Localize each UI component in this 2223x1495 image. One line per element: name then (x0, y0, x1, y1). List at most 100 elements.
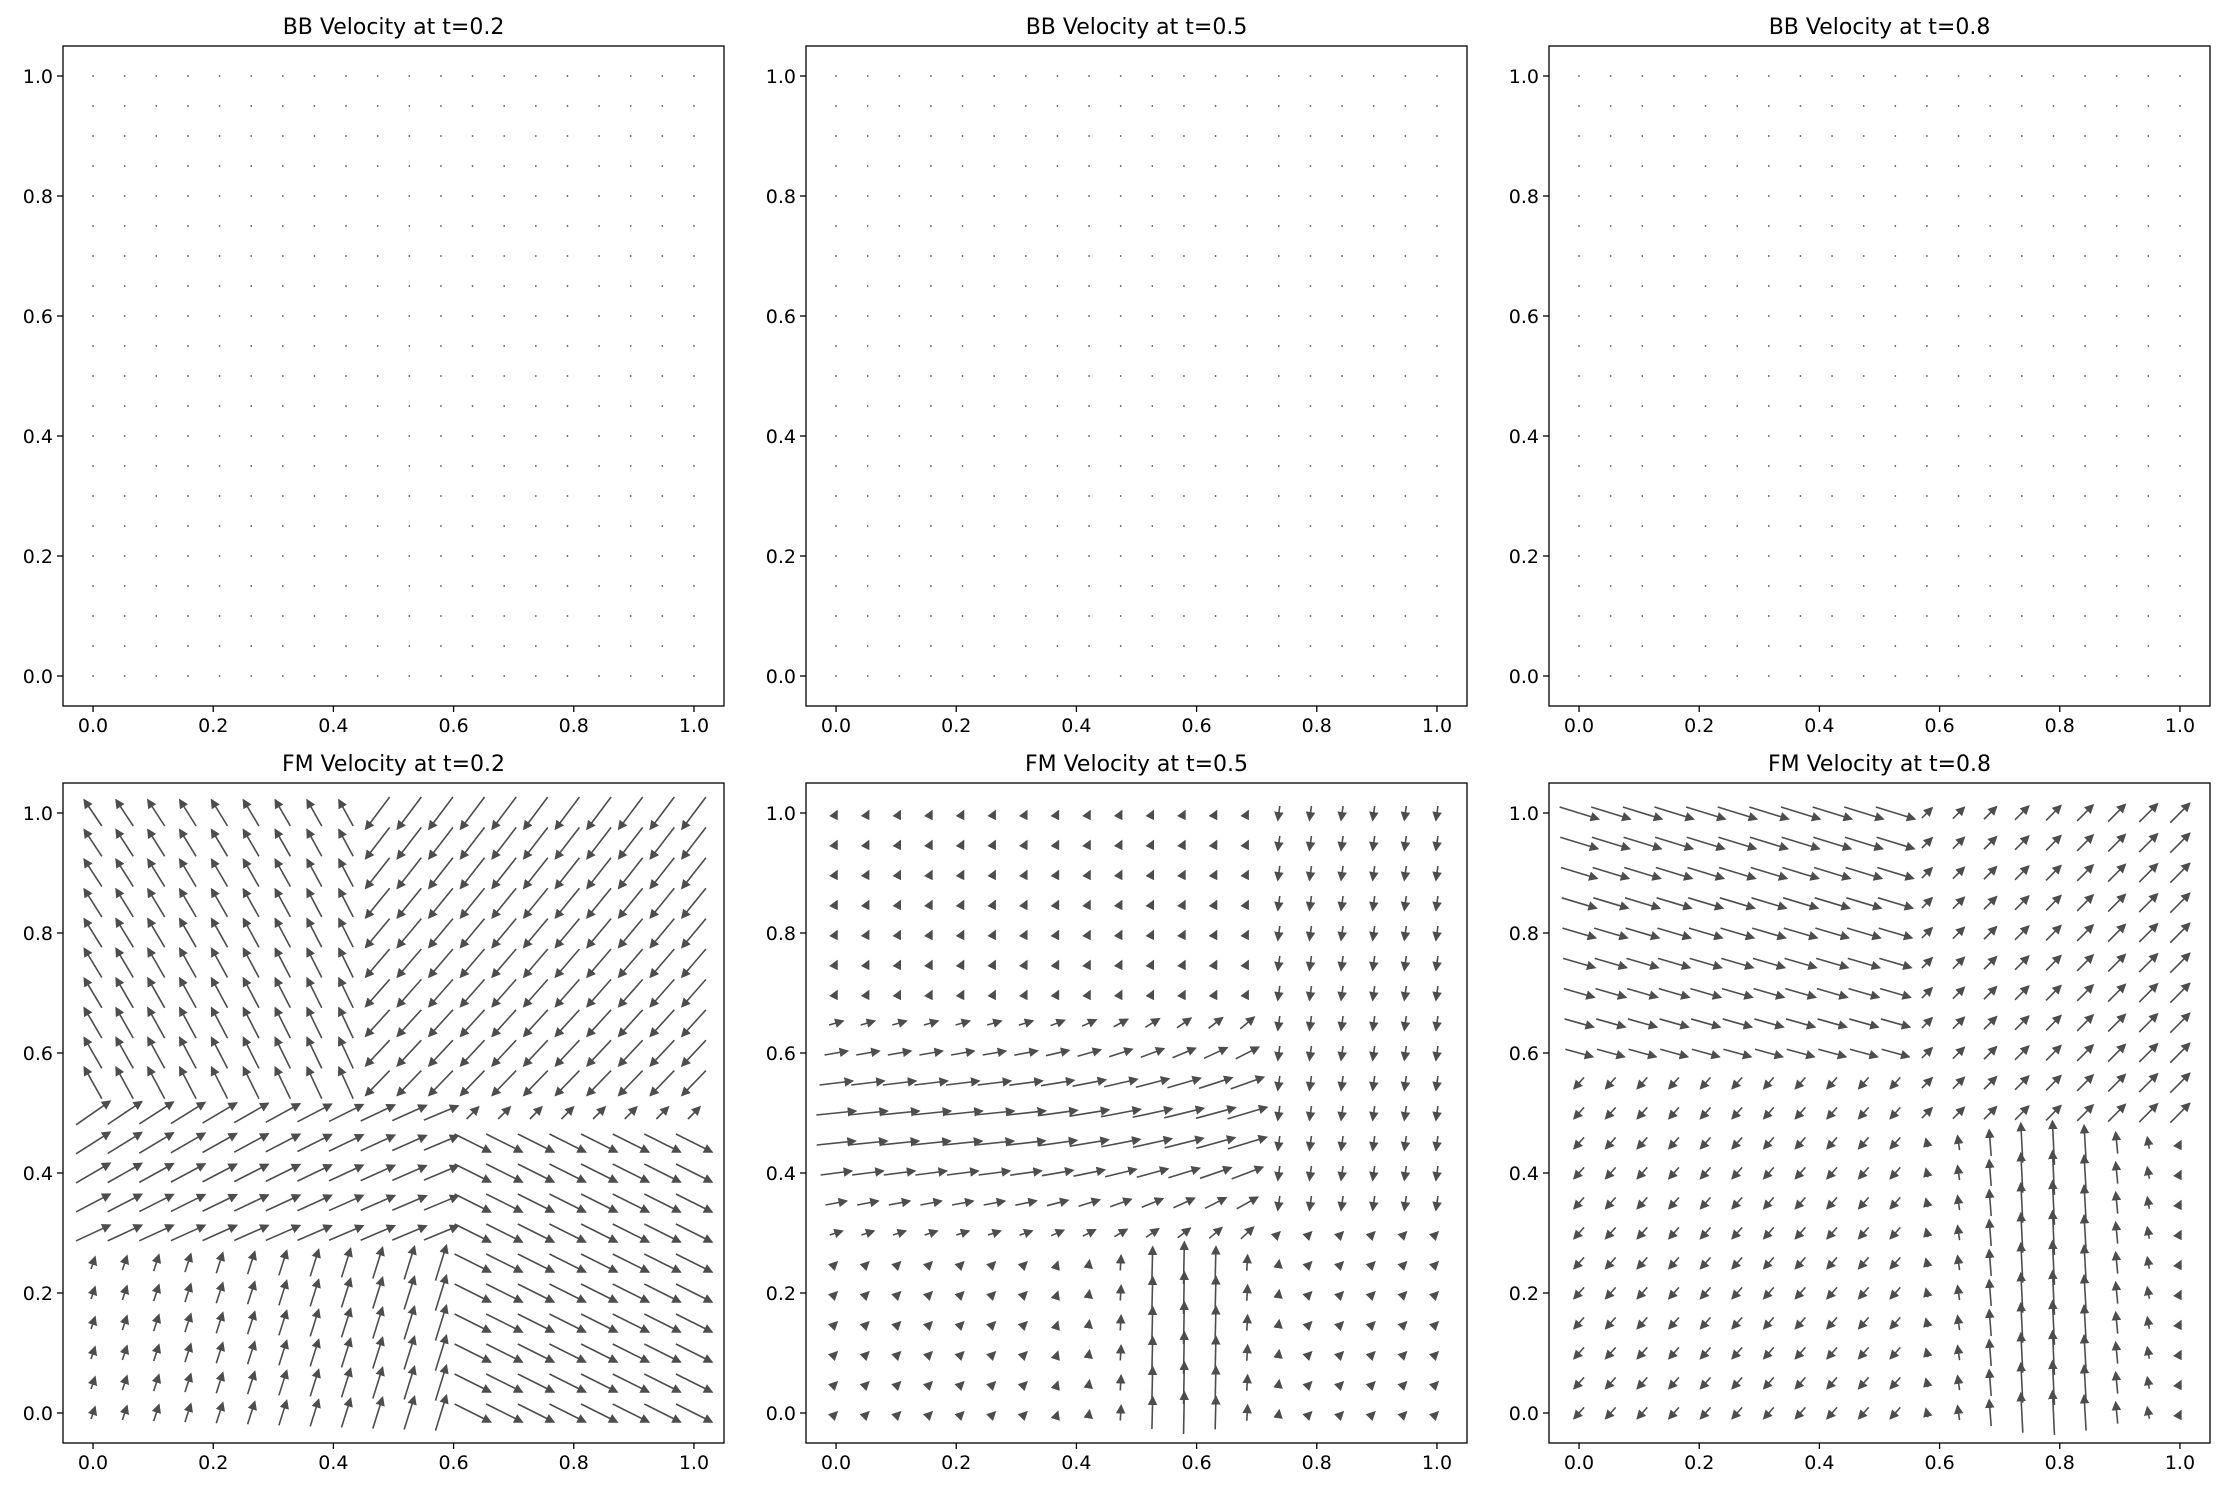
quiver-arrow (1337, 925, 1347, 942)
quiver-point (123, 345, 126, 347)
quiver-arrow (825, 1197, 849, 1208)
quiver-point (503, 345, 506, 347)
quiver-arrow (246, 1340, 257, 1365)
quiver-arrow (215, 1281, 225, 1304)
quiver-point (693, 105, 695, 107)
quiver-point (1119, 405, 1122, 407)
quiver-point (1214, 105, 1217, 107)
quiver-point (1926, 285, 1928, 287)
quiver-point (1436, 375, 1438, 377)
quiver-arrow (1750, 866, 1789, 881)
quiver-point (250, 465, 253, 467)
quiver-point (534, 105, 537, 107)
quiver-arrow (1731, 1406, 1743, 1420)
quiver-arrow (974, 1137, 1016, 1147)
quiver-arrow (459, 857, 486, 890)
quiver-point (155, 405, 158, 407)
quiver-point (1277, 645, 1280, 647)
quiver-arrow (549, 1313, 587, 1333)
quiver-arrow (580, 1343, 619, 1363)
quiver-arrow (2048, 1149, 2058, 1195)
quiver-arrow (1565, 1048, 1595, 1060)
quiver-point (1246, 375, 1249, 377)
quiver-point (1372, 375, 1375, 377)
quiver-arrow (427, 887, 454, 920)
quiver-arrow (1147, 1245, 1158, 1280)
quiver-point (376, 435, 379, 437)
quiver-point (2084, 105, 2086, 107)
quiver-point (693, 225, 695, 227)
quiver-point (1989, 135, 1992, 137)
quiver-point (1704, 465, 1707, 467)
quiver-point (898, 525, 901, 527)
quiver-arrow (138, 1224, 175, 1242)
quiver-point (1799, 555, 1802, 557)
quiver-arrow (1921, 1016, 1934, 1029)
quiver-arrow (1164, 1105, 1206, 1119)
quiver-arrow (586, 857, 612, 890)
quiver-point (1214, 675, 1217, 677)
quiver-arrow (1604, 1166, 1617, 1180)
quiver-arrow (2048, 1359, 2058, 1405)
quiver-arrow (1636, 1376, 1648, 1390)
quiver-point (2115, 195, 2118, 197)
quiver-arrow (680, 887, 707, 920)
quiver-point (2115, 105, 2118, 107)
quiver-arrow (1762, 1166, 1775, 1180)
quiver-arrow (1952, 986, 1966, 1000)
quiver-point (1214, 285, 1217, 287)
quiver-arrow (1921, 866, 1934, 879)
quiver-arrow (1132, 1105, 1174, 1119)
quiver-arrow (675, 1223, 714, 1243)
quiver-point (1831, 435, 1833, 437)
quiver-arrow (2048, 1209, 2058, 1255)
quiver-point (629, 675, 632, 677)
quiver-point (218, 315, 221, 317)
quiver-arrow (1572, 1166, 1585, 1180)
quiver-arrow (1794, 1256, 1807, 1270)
quiver-point (898, 585, 901, 587)
quiver-arrow (485, 1133, 524, 1153)
quiver-arrow (246, 1250, 257, 1275)
quiver-arrow (987, 929, 996, 941)
y-tick-label: 0.4 (1509, 426, 1539, 448)
quiver-arrow (1699, 1316, 1712, 1330)
quiver-arrow (554, 1039, 581, 1067)
quiver-point (1641, 105, 1644, 107)
quiver-point (503, 225, 506, 227)
quiver-arrow (1147, 1365, 1158, 1400)
quiver-point (1246, 165, 1249, 167)
quiver-point (1704, 615, 1707, 617)
quiver-arrow (337, 1065, 354, 1100)
quiver-point (1372, 315, 1375, 317)
quiver-arrow (1560, 836, 1600, 851)
quiver-point (1862, 525, 1865, 527)
quiver-arrow (1849, 1048, 1879, 1060)
quiver-arrow (1240, 1226, 1255, 1240)
quiver-arrow (1604, 1136, 1617, 1150)
quiver-point (1736, 255, 1739, 257)
y-tick-label: 0.8 (1509, 923, 1539, 945)
quiver-point (345, 585, 347, 587)
quiver-point (1088, 495, 1090, 497)
y-tick-label: 0.0 (766, 1403, 796, 1425)
quiver-arrow (1168, 1165, 1202, 1179)
quiver-point (1609, 585, 1612, 587)
quiver-point (2052, 255, 2055, 257)
quiver-arrow (391, 1164, 428, 1182)
quiver-arrow (585, 1009, 612, 1038)
quiver-point (1767, 585, 1770, 587)
quiver-point (598, 615, 600, 617)
quiver-point (930, 135, 932, 137)
quiver-point (1277, 255, 1280, 257)
quiver-point (155, 105, 158, 107)
quiver-arrow (2143, 1165, 2154, 1179)
quiver-point (993, 525, 996, 527)
quiver-arrow (2107, 1103, 2127, 1123)
quiver-point (1704, 345, 1707, 347)
quiver-arrow (829, 989, 838, 1001)
quiver-point (566, 135, 569, 137)
quiver-point (629, 645, 632, 647)
quiver-point (961, 255, 964, 257)
quiver-arrow (147, 828, 166, 857)
